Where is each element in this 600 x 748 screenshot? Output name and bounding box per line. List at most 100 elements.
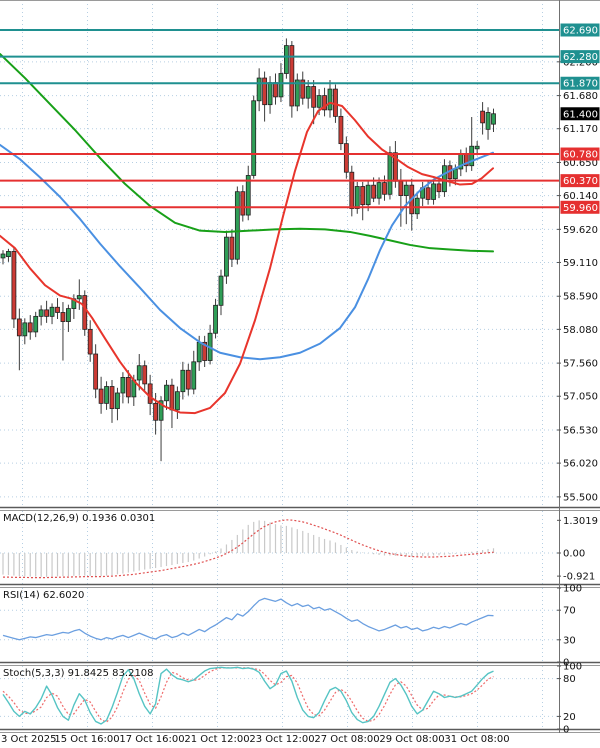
candle-bullish <box>245 175 251 216</box>
candle-bullish <box>174 391 180 411</box>
candle-bullish <box>49 306 55 317</box>
candle-bullish <box>376 182 382 199</box>
price-tick-label: 61.680 <box>563 91 598 102</box>
candle-bullish <box>316 95 322 108</box>
rsi-line <box>2 597 494 641</box>
price-tick-label: 57.050 <box>563 392 598 403</box>
candle-bullish <box>234 191 240 260</box>
rsi-indicator-label: RSI(14) 62.6020 <box>3 590 85 601</box>
candle-bullish <box>224 236 229 277</box>
level-label-box <box>560 200 600 214</box>
candle-bullish <box>442 165 447 193</box>
candle-bearish <box>142 365 148 385</box>
x-axis-label: 23 Oct 12:00 <box>249 734 315 745</box>
candle-bearish <box>240 191 246 216</box>
candle-bearish <box>125 377 131 398</box>
x-axis-label: 21 Oct 12:00 <box>184 734 250 745</box>
stoch-axis-label: 100 <box>563 662 582 673</box>
current-price-label-box <box>560 107 600 121</box>
candle-bullish <box>0 253 6 259</box>
candle-bearish <box>382 182 387 195</box>
candle-bullish <box>256 77 262 102</box>
candle-bullish <box>66 308 71 322</box>
price-tick-label: 55.500 <box>563 492 598 503</box>
candle-bullish <box>251 100 257 176</box>
ma-fast-red-line <box>0 101 494 415</box>
candle-bearish <box>82 295 88 330</box>
candle-bullish <box>365 184 371 206</box>
candle-bullish <box>294 79 300 107</box>
price-tick-label: 61.170 <box>563 124 598 135</box>
candle-bullish <box>414 197 420 215</box>
price-tick-label: 60.140 <box>563 191 598 202</box>
candle-bullish <box>403 184 409 196</box>
rsi-axis-label: 30 <box>563 635 576 646</box>
candle-bullish <box>327 88 333 111</box>
stoch-k-line <box>2 666 494 725</box>
macd-axis-label: 0.00 <box>563 549 585 560</box>
candle-bearish <box>273 82 278 98</box>
candle-bearish <box>98 388 104 404</box>
candle-bullish <box>267 82 273 106</box>
current-price-label-text: 61.400 <box>563 109 598 120</box>
level-label-text: 61.870 <box>563 79 598 90</box>
candle-bearish <box>349 171 355 209</box>
candle-bullish <box>120 377 126 394</box>
candle-bullish <box>485 112 491 130</box>
candle-bullish <box>6 251 11 258</box>
candle-bullish <box>213 304 218 334</box>
stoch-indicator-label: Stoch(5,3,3) 91.8425 83.2108 <box>3 668 154 679</box>
x-axis-label: 29 Oct 08:00 <box>379 734 445 745</box>
price-tick-label: 58.590 <box>563 292 598 303</box>
candle-bullish <box>76 295 82 300</box>
candle-bullish <box>491 113 496 125</box>
candle-bearish <box>169 384 175 411</box>
rsi-axis-label: 0 <box>563 658 569 669</box>
candle-bullish <box>104 386 109 404</box>
candle-bullish <box>22 322 28 337</box>
level-label-text: 60.370 <box>563 176 598 187</box>
candle-bearish <box>289 45 295 107</box>
candle-bullish <box>191 361 197 390</box>
x-axis-label: 27 Oct 08:00 <box>314 734 380 745</box>
price-tick-label: 57.560 <box>563 359 598 370</box>
price-tick-label: 59.110 <box>563 258 598 269</box>
x-axis-label: 31 Oct 08:00 <box>444 734 510 745</box>
candle-bearish <box>147 383 153 404</box>
candle-bearish <box>185 369 191 390</box>
x-axis-label: 15 Oct 16:00 <box>54 734 120 745</box>
candle-bearish <box>436 183 442 193</box>
candle-bearish <box>343 143 349 173</box>
x-axis-label: 3 Oct 2025 <box>1 734 57 745</box>
candle-bearish <box>360 186 366 206</box>
level-label-box <box>560 50 600 64</box>
candle-bearish <box>109 386 115 409</box>
price-tick-label: 58.080 <box>563 325 598 336</box>
macd-indicator-label: MACD(12,26,9) 0.1936 0.0301 <box>3 513 156 524</box>
ma-mid-blue-line <box>0 143 494 361</box>
candles-series <box>0 38 496 462</box>
price-tick-label: 59.620 <box>563 225 598 236</box>
price-tick-label: 56.020 <box>563 459 598 470</box>
macd-histogram <box>2 520 495 577</box>
candle-bullish <box>452 168 458 180</box>
candle-bearish <box>60 312 66 322</box>
candle-bearish <box>44 309 49 317</box>
candle-bullish <box>158 400 164 421</box>
rsi-axis-label: 70 <box>563 606 576 617</box>
candle-bearish <box>153 402 159 421</box>
x-axis-label: 17 Oct 16:00 <box>119 734 185 745</box>
level-label-box <box>560 23 600 37</box>
stoch-axis-label: 0 <box>563 725 569 736</box>
candle-bullish <box>164 384 169 402</box>
candle-bearish <box>322 95 327 111</box>
level-label-text: 62.690 <box>563 26 598 37</box>
candle-bearish <box>11 251 17 320</box>
candle-bearish <box>300 79 306 99</box>
price-tick-label: 56.530 <box>563 426 598 437</box>
level-label-text: 59.960 <box>563 203 598 214</box>
stoch-axis-label: 80 <box>563 674 576 685</box>
level-label-box <box>560 76 600 90</box>
